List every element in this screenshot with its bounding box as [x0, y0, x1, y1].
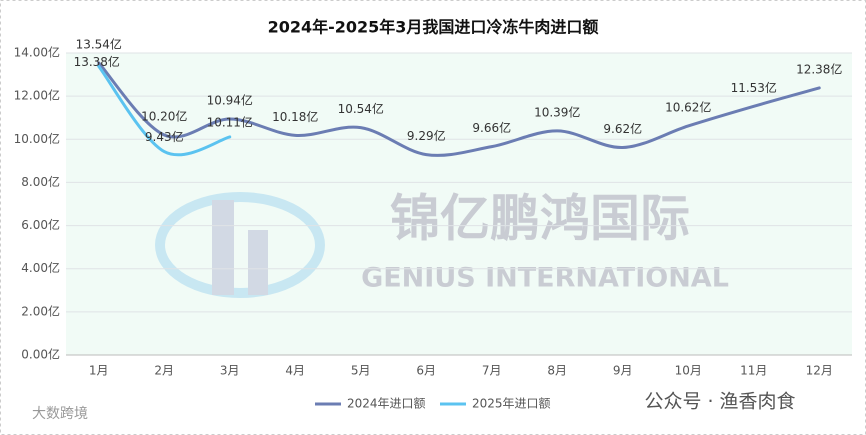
legend-label: 2025年进口额: [472, 397, 551, 411]
series-line: [97, 61, 821, 157]
data-label: 9.62亿: [603, 121, 642, 136]
data-label: 10.20亿: [141, 108, 187, 123]
data-label: 9.66亿: [472, 120, 511, 135]
x-tick-label: 10月: [675, 364, 702, 378]
watermark-logo: [155, 192, 325, 298]
chart-title: 2024年-2025年3月我国进口冷冻牛肉进口额: [268, 18, 599, 37]
x-tick-label: 1月: [89, 364, 109, 378]
y-tick-label: 10.00亿: [14, 131, 60, 146]
data-label: 13.54亿: [76, 36, 122, 51]
data-label: 10.54亿: [338, 101, 384, 116]
x-tick-label: 11月: [740, 364, 767, 378]
legend-label: 2024年进口额: [347, 397, 426, 411]
watermark: GENIUS INTERNATIONAL: [361, 263, 729, 294]
data-label: 10.18亿: [272, 109, 318, 124]
y-tick-label: 14.00亿: [14, 45, 60, 60]
watermark: 锦亿鹏鸿国际: [390, 190, 690, 248]
data-label: 11.53亿: [731, 80, 777, 95]
watermark: 大数跨境: [32, 406, 88, 422]
x-tick-label: 3月: [220, 364, 240, 378]
y-tick-label: 8.00亿: [21, 174, 60, 189]
x-tick-label: 6月: [416, 364, 436, 378]
data-label: 12.38亿: [796, 61, 842, 76]
data-label: 10.94亿: [207, 93, 253, 108]
y-tick-label: 0.00亿: [21, 347, 60, 362]
watermark: 公众号 · 渔香肉食: [644, 391, 795, 413]
x-tick-label: 5月: [351, 364, 371, 378]
x-tick-label: 9月: [613, 364, 633, 378]
data-label: 10.62亿: [665, 99, 711, 114]
series-line: [97, 64, 232, 157]
x-tick-label: 7月: [482, 364, 502, 378]
y-tick-label: 12.00亿: [14, 88, 60, 103]
y-tick-label: 4.00亿: [21, 260, 60, 275]
data-label: 10.11亿: [207, 114, 253, 129]
x-tick-label: 2月: [154, 364, 174, 378]
y-tick-label: 6.00亿: [21, 217, 60, 232]
data-label: 10.39亿: [534, 104, 580, 119]
data-label: 9.43亿: [145, 129, 184, 144]
x-tick-label: 12月: [806, 364, 833, 378]
y-tick-label: 2.00亿: [21, 303, 60, 318]
data-label: 9.29亿: [407, 128, 446, 143]
data-label: 13.38亿: [74, 54, 120, 69]
x-tick-label: 8月: [547, 364, 567, 378]
x-tick-label: 4月: [285, 364, 305, 378]
